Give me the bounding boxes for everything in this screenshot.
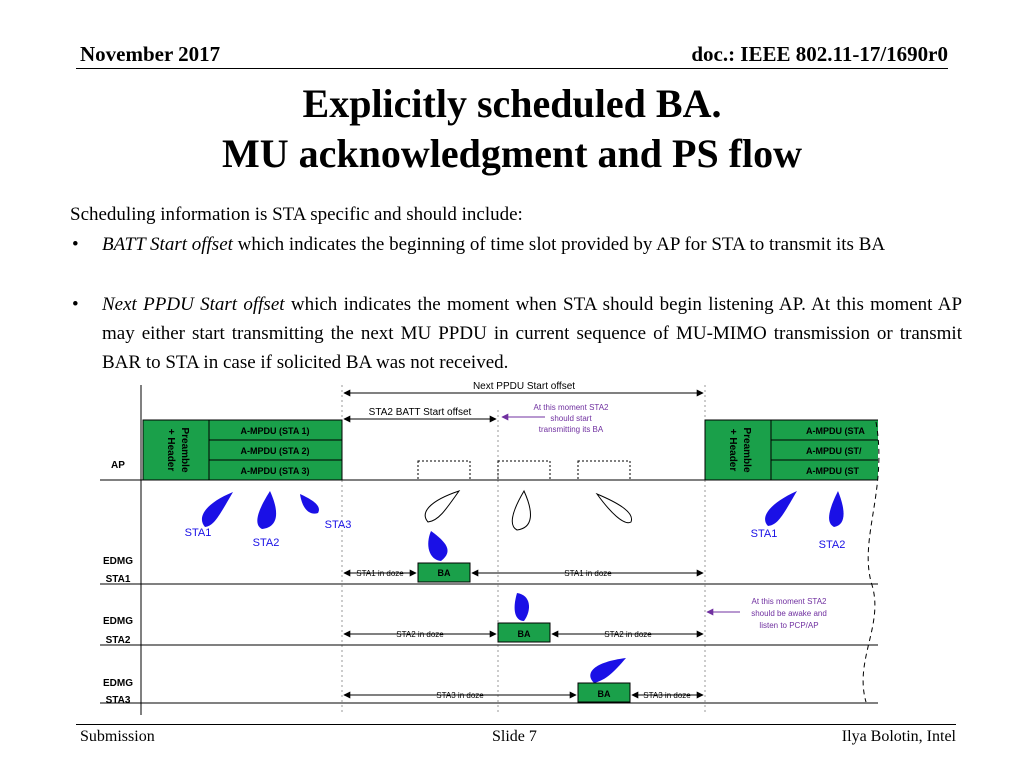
beam-label-sta1: STA1 [185,527,212,539]
rx-beam-outline-3 [595,492,632,524]
ampdu-sta2-label: A-MPDU (STA 2) [241,446,310,456]
ba-sta1 [417,562,471,583]
sta2-doze-left: STA2 in doze [396,630,444,639]
ampdu2-sta3-label: A-MPDU (ST [806,466,859,476]
beam-sta2 [257,491,277,529]
next-ppdu-label: Next PPDU Start offset [473,381,575,392]
row-label-sta3-line2: STA3 [106,695,131,706]
sta2-doze-right: STA2 in doze [604,630,652,639]
row-label-sta2-line2: STA2 [106,635,131,646]
header-doc-id: doc.: IEEE 802.11-17/1690r0 [691,42,948,66]
beam2-sta2 [829,491,844,527]
ba-sta3 [577,682,631,703]
beam2-label-sta2: STA2 [819,539,846,551]
note2-line1: At this moment STA2 [752,597,828,606]
footer-submission: Submission [80,728,155,745]
row-label-sta3-line1: EDMG [103,678,133,689]
sta3-doze-left: STA3 in doze [436,691,484,700]
preamble-block-1 [142,419,210,481]
ampdu-sta3-label: A-MPDU (STA 3) [241,466,310,476]
ampdu-sta3 [208,459,343,481]
sta1-tx-beam [428,531,448,561]
bullet-term: BATT Start offset [102,234,233,255]
note2-line2: should be awake and [751,609,827,618]
bullet-dot: • [72,234,79,255]
bullet-term: Next PPDU Start offset [102,294,285,315]
intro-text: Scheduling information is STA specific a… [70,204,523,225]
note1-line1: At this moment STA2 [534,403,610,412]
preamble2-line1: Preamble [741,427,752,472]
row-label-sta1-line2: STA1 [106,574,131,585]
beam-label-sta3: STA3 [325,519,352,531]
rx-beam-outline-1 [424,490,461,523]
ba-slot-2 [497,460,551,481]
row-label-sta2-line1: EDMG [103,616,133,627]
beam-sta1 [201,492,233,527]
sta1-doze-left: STA1 in doze [356,569,404,578]
preamble-block-2 [704,419,772,481]
beam-sta3 [300,494,319,514]
ba-slot-1 [417,460,471,481]
beam2-sta1 [765,491,797,526]
sta1-doze-right: STA1 in doze [564,569,612,578]
note2-line3: listen to PCP/AP [759,621,818,630]
preamble2-line2: + Header [727,429,738,472]
slide-title-line2: MU acknowledgment and PS flow [221,131,803,176]
continuation-cut-line [862,421,880,703]
preamble1-line2: + Header [165,429,176,472]
ampdu2-sta3 [770,459,878,481]
bullet-text: which indicates the moment when STA shou… [102,294,963,373]
ba-slot-3 [577,460,631,481]
note1-line2: should start [550,414,592,423]
ampdu-sta1-label: A-MPDU (STA 1) [241,426,310,436]
beam-label-sta2: STA2 [253,537,280,549]
sta3-doze-right: STA3 in doze [643,691,691,700]
beam2-label-sta1: STA1 [751,528,778,540]
timing-diagram: Next PPDU Start offset STA2 BATT Start o… [100,381,880,715]
sta2-tx-beam [514,593,530,621]
ba-sta2 [497,622,551,643]
ampdu2-sta1-label: A-MPDU (STA [806,426,865,436]
bullet-batt: • BATT Start offset which indicates the … [72,230,962,259]
ba-sta1-label: BA [438,568,451,578]
ampdu2-sta2-label: A-MPDU (ST/ [806,446,862,456]
header-date: November 2017 [80,42,221,66]
footer-author: Ilya Bolotin, Intel [841,728,956,745]
sta3-tx-beam [590,658,626,683]
slide-title-line1: Explicitly scheduled BA. [302,81,722,126]
row-label-sta1-line1: EDMG [103,556,133,567]
preamble1-line1: Preamble [179,427,190,472]
row-label-ap: AP [111,460,125,471]
ba-sta2-label: BA [518,629,531,639]
footer-slide-number: Slide 7 [492,728,537,745]
batt-label: STA2 BATT Start offset [369,407,472,418]
ba-sta3-label: BA [598,689,611,699]
bullet-dot: • [72,294,79,315]
note1-line3: transmitting its BA [539,425,604,434]
bullet-text: which indicates the beginning of time sl… [232,234,886,255]
header-rule [76,68,948,69]
rx-beam-outline-2 [511,489,531,531]
footer-rule [76,724,956,725]
bullet-next-ppdu: • Next PPDU Start offset which indicates… [72,290,962,377]
